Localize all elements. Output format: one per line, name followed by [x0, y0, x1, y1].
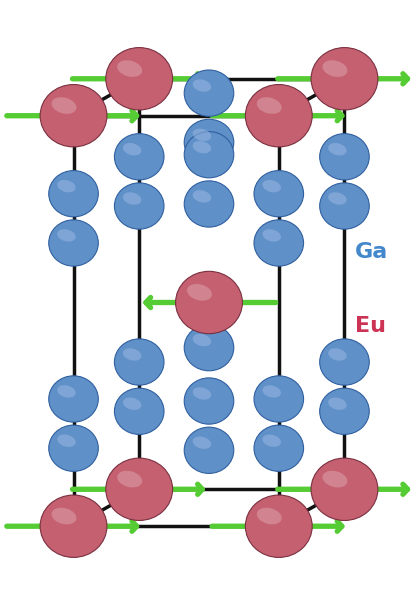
Ellipse shape: [40, 85, 107, 147]
Ellipse shape: [263, 180, 281, 192]
Ellipse shape: [254, 425, 303, 471]
Ellipse shape: [184, 181, 234, 227]
Ellipse shape: [57, 434, 76, 447]
Ellipse shape: [115, 339, 164, 385]
Ellipse shape: [254, 376, 303, 422]
Ellipse shape: [193, 141, 211, 153]
Ellipse shape: [184, 275, 234, 321]
Ellipse shape: [184, 427, 234, 474]
Ellipse shape: [117, 471, 142, 488]
Ellipse shape: [322, 471, 347, 488]
Ellipse shape: [311, 48, 378, 110]
Text: Ga: Ga: [355, 242, 388, 262]
Ellipse shape: [184, 324, 234, 371]
Ellipse shape: [320, 388, 369, 434]
Ellipse shape: [123, 397, 141, 410]
Ellipse shape: [257, 97, 282, 114]
Ellipse shape: [320, 339, 369, 385]
Ellipse shape: [311, 458, 378, 520]
Ellipse shape: [49, 220, 98, 266]
Ellipse shape: [123, 143, 141, 155]
Ellipse shape: [193, 79, 211, 92]
Ellipse shape: [49, 171, 98, 217]
Ellipse shape: [176, 271, 242, 334]
Ellipse shape: [328, 143, 347, 155]
Ellipse shape: [49, 425, 98, 471]
Ellipse shape: [193, 129, 211, 141]
Ellipse shape: [117, 60, 142, 77]
Ellipse shape: [263, 434, 281, 447]
Ellipse shape: [106, 48, 173, 110]
Ellipse shape: [193, 334, 211, 346]
Ellipse shape: [40, 495, 107, 557]
Ellipse shape: [187, 284, 212, 301]
Ellipse shape: [51, 97, 76, 114]
Ellipse shape: [193, 284, 211, 297]
Ellipse shape: [51, 508, 76, 525]
Ellipse shape: [123, 348, 141, 361]
Text: Eu: Eu: [355, 316, 386, 336]
Ellipse shape: [57, 180, 76, 192]
Ellipse shape: [193, 387, 211, 400]
Ellipse shape: [193, 437, 211, 449]
Ellipse shape: [328, 348, 347, 361]
Ellipse shape: [57, 385, 76, 397]
Ellipse shape: [254, 171, 303, 217]
Ellipse shape: [57, 229, 76, 241]
Ellipse shape: [245, 85, 312, 147]
Ellipse shape: [184, 378, 234, 424]
Ellipse shape: [254, 220, 303, 266]
Ellipse shape: [184, 70, 234, 116]
Ellipse shape: [184, 119, 234, 166]
Ellipse shape: [193, 190, 211, 203]
Ellipse shape: [115, 183, 164, 229]
Ellipse shape: [106, 458, 173, 520]
Ellipse shape: [328, 192, 347, 204]
Ellipse shape: [320, 134, 369, 180]
Ellipse shape: [123, 192, 141, 204]
Ellipse shape: [245, 495, 312, 557]
Ellipse shape: [184, 131, 234, 178]
Ellipse shape: [263, 385, 281, 397]
Ellipse shape: [322, 60, 347, 77]
Ellipse shape: [257, 508, 282, 525]
Ellipse shape: [49, 376, 98, 422]
Ellipse shape: [115, 134, 164, 180]
Ellipse shape: [115, 388, 164, 434]
Ellipse shape: [328, 397, 347, 410]
Ellipse shape: [263, 229, 281, 241]
Ellipse shape: [320, 183, 369, 229]
